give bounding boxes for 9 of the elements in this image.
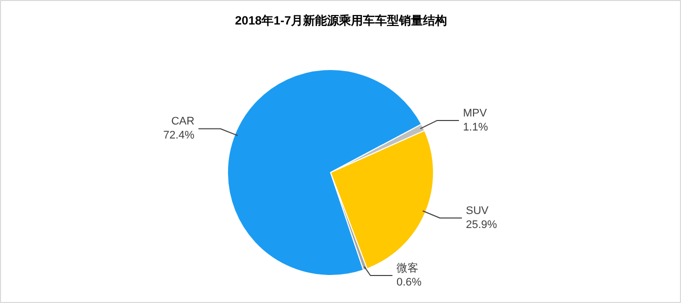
data-label: 25.9% [466, 218, 498, 231]
data-label: 1.1% [462, 122, 488, 134]
slice-label: MPV [462, 108, 488, 120]
data-label: 0.6% [396, 276, 422, 288]
slice-label: CAR [171, 116, 194, 128]
slice-label: SUV [466, 204, 490, 217]
slice-label: 微客 [396, 262, 418, 274]
data-label: 72.4% [163, 130, 195, 142]
chart-title: 2018年1-7月新能源乘用车车型销量结构 [234, 14, 448, 28]
